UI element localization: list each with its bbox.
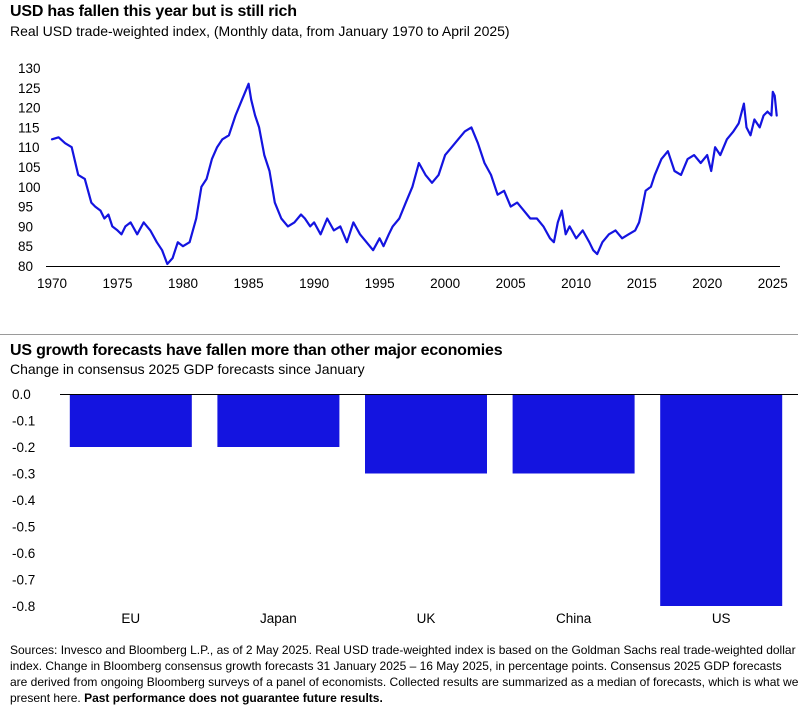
y-tick-label: 0.0 bbox=[12, 387, 31, 402]
x-tick-label: 2025 bbox=[758, 276, 788, 291]
x-tick-label: 1995 bbox=[365, 276, 395, 291]
x-tick-label: 1980 bbox=[168, 276, 198, 291]
bar-uk bbox=[365, 394, 487, 474]
category-label: China bbox=[556, 611, 592, 626]
x-tick-label: 2010 bbox=[561, 276, 591, 291]
y-tick-label: 85 bbox=[18, 239, 33, 254]
section-divider bbox=[0, 334, 798, 335]
usd-index-series-line bbox=[50, 82, 778, 266]
x-tick-label: 1985 bbox=[234, 276, 264, 291]
disclaimer-text: Past performance does not guarantee futu… bbox=[84, 691, 383, 705]
x-tick-label: 2000 bbox=[430, 276, 460, 291]
bar-us bbox=[660, 394, 783, 606]
x-tick-label: 2015 bbox=[627, 276, 657, 291]
y-tick-label: 125 bbox=[18, 81, 41, 96]
y-tick-label: -0.7 bbox=[12, 573, 35, 588]
y-tick-label: 110 bbox=[18, 140, 40, 155]
sources-footnote: Sources: Invesco and Bloomberg L.P., as … bbox=[10, 642, 800, 706]
bar-japan bbox=[217, 394, 340, 447]
x-tick-label: 1990 bbox=[299, 276, 329, 291]
usd-index-line-chart: 80 85 90 95 100 105 110 115 120 125 130 1970 1975 198… bbox=[18, 61, 788, 291]
line-chart-title: USD has fallen this year but is still ri… bbox=[10, 3, 297, 20]
y-tick-label: 80 bbox=[18, 259, 33, 274]
category-label: UK bbox=[417, 611, 436, 626]
y-tick-label: 105 bbox=[18, 160, 41, 175]
y-tick-label: -0.8 bbox=[12, 599, 35, 614]
y-tick-label: 100 bbox=[18, 180, 41, 195]
y-tick-label: 90 bbox=[18, 219, 33, 234]
bar-eu bbox=[69, 394, 192, 447]
y-tick-label: 130 bbox=[18, 61, 41, 76]
bar-chart-subtitle: Change in consensus 2025 GDP forecasts s… bbox=[10, 361, 365, 377]
bar-chart-title: US growth forecasts have fallen more tha… bbox=[10, 342, 503, 359]
y-tick-label: -0.5 bbox=[12, 520, 35, 535]
y-tick-label: -0.1 bbox=[12, 414, 35, 429]
y-tick-label: -0.2 bbox=[12, 440, 35, 455]
category-label: EU bbox=[121, 611, 140, 626]
x-tick-label: 2020 bbox=[692, 276, 722, 291]
y-tick-label: 95 bbox=[18, 200, 33, 215]
line-chart-subtitle: Real USD trade-weighted index, (Monthly … bbox=[10, 23, 510, 39]
category-label: US bbox=[712, 611, 731, 626]
y-tick-label: 115 bbox=[18, 120, 40, 135]
bar-china bbox=[512, 394, 635, 474]
y-tick-label: -0.4 bbox=[12, 493, 36, 508]
x-tick-label: 1970 bbox=[37, 276, 67, 291]
category-label: Japan bbox=[260, 611, 297, 626]
y-tick-label: -0.6 bbox=[12, 546, 35, 561]
x-tick-label: 1975 bbox=[103, 276, 133, 291]
y-tick-label: -0.3 bbox=[12, 467, 35, 482]
sources-text: Sources: Invesco and Bloomberg L.P., as … bbox=[10, 643, 799, 705]
x-tick-label: 2005 bbox=[496, 276, 526, 291]
y-tick-label: 120 bbox=[18, 101, 41, 116]
gdp-forecast-bar-chart: 0.0 -0.1 -0.2 -0.3 -0.4 -0.5 -0.6 -0.7 -0.8 EU Jap… bbox=[12, 387, 798, 626]
